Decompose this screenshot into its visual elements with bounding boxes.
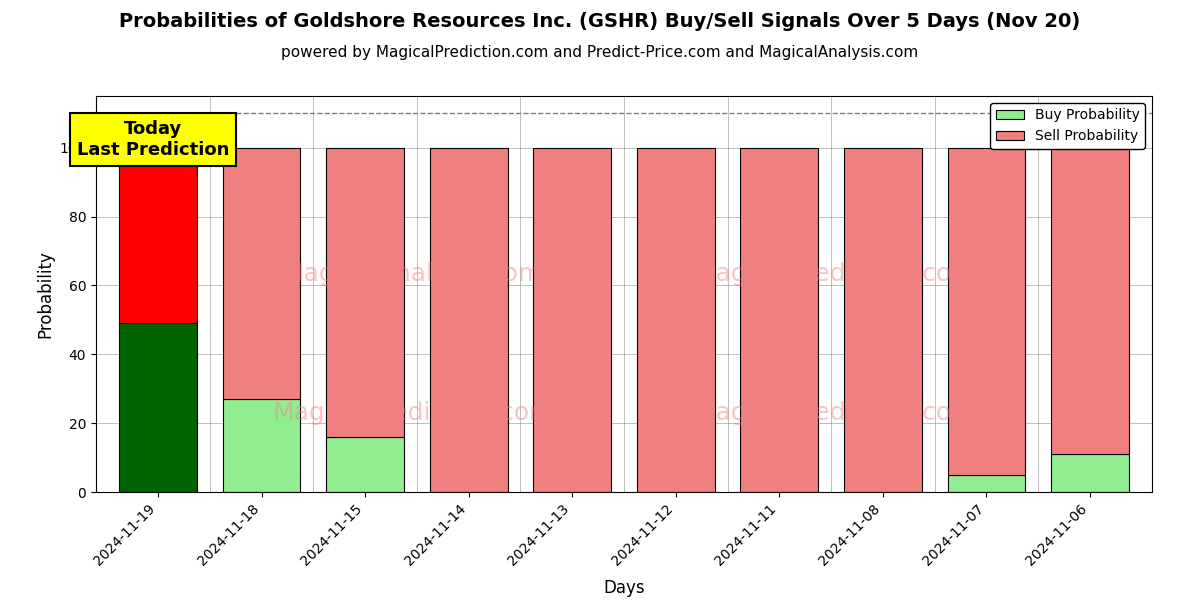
Text: powered by MagicalPrediction.com and Predict-Price.com and MagicalAnalysis.com: powered by MagicalPrediction.com and Pre… <box>281 45 919 60</box>
Bar <box>1051 148 1129 454</box>
Bar <box>1051 454 1129 492</box>
X-axis label: Days: Days <box>604 580 644 598</box>
Y-axis label: Probability: Probability <box>36 250 54 338</box>
Bar <box>430 148 508 492</box>
Text: MagicalPrediction.com: MagicalPrediction.com <box>272 401 553 425</box>
Bar <box>534 148 611 492</box>
Text: MagicalAnalysis.com: MagicalAnalysis.com <box>283 262 542 286</box>
Bar <box>223 148 300 399</box>
Bar <box>740 148 818 492</box>
Bar <box>948 475 1025 492</box>
Bar <box>119 323 197 492</box>
Bar <box>326 437 404 492</box>
Bar <box>844 148 922 492</box>
Bar <box>637 148 714 492</box>
Bar <box>326 148 404 437</box>
Text: MagicalPrediction.com: MagicalPrediction.com <box>695 401 976 425</box>
Text: MagicalPrediction.com: MagicalPrediction.com <box>695 262 976 286</box>
Bar <box>223 399 300 492</box>
Text: Today
Last Prediction: Today Last Prediction <box>77 120 229 159</box>
Bar <box>119 148 197 323</box>
Text: Probabilities of Goldshore Resources Inc. (GSHR) Buy/Sell Signals Over 5 Days (N: Probabilities of Goldshore Resources Inc… <box>119 12 1081 31</box>
Bar <box>948 148 1025 475</box>
Legend: Buy Probability, Sell Probability: Buy Probability, Sell Probability <box>990 103 1145 149</box>
